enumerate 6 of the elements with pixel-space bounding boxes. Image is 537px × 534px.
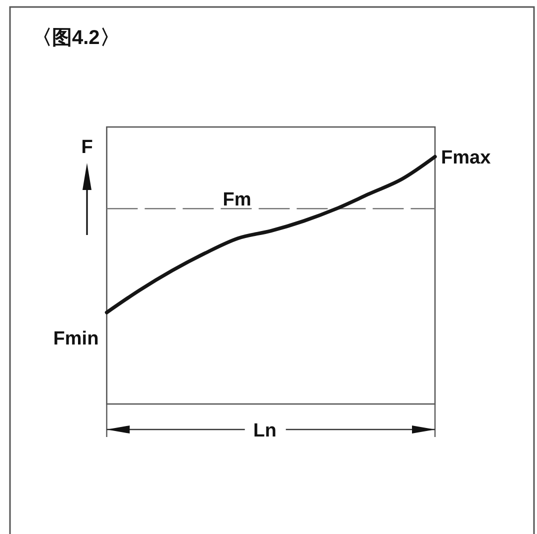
x-axis-title: Ln: [253, 420, 276, 442]
y-axis-title: F: [81, 137, 93, 158]
text: Fmin: [53, 328, 99, 350]
text: Fmax: [441, 148, 492, 169]
chart-title: 〈图4.2〉: [32, 27, 120, 49]
ref-line-label: Fm: [222, 190, 252, 211]
